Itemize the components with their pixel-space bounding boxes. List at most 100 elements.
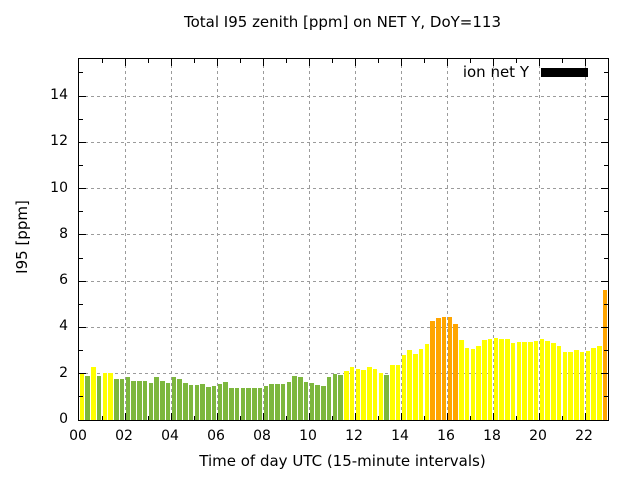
x-tick (561, 59, 563, 63)
y-tick-label: 4 (59, 318, 68, 335)
bar (418, 349, 424, 420)
bar (424, 344, 430, 420)
x-tick (216, 413, 218, 420)
bar (269, 384, 274, 420)
bar (562, 352, 568, 420)
y-tick (79, 141, 86, 143)
x-tick (193, 416, 195, 420)
bar (119, 378, 125, 420)
v-gridline (262, 59, 264, 420)
bar (217, 384, 223, 420)
x-tick (331, 416, 333, 420)
bar (579, 352, 585, 420)
bar (344, 370, 349, 420)
bar (574, 349, 579, 420)
bar (597, 345, 602, 420)
v-gridline (308, 59, 310, 420)
bar (275, 384, 280, 420)
x-tick (262, 413, 264, 420)
y-tick (604, 396, 608, 398)
h-gridline (79, 188, 608, 190)
y-tick (79, 72, 83, 74)
bar (338, 375, 343, 420)
x-tick (423, 59, 425, 63)
v-gridline (400, 59, 402, 420)
bar (229, 388, 234, 420)
bar (528, 342, 533, 420)
bar (378, 373, 384, 420)
v-gridline (216, 59, 218, 420)
bar (602, 289, 608, 420)
y-tick (79, 303, 83, 305)
bar (85, 376, 90, 420)
x-tick (308, 59, 310, 66)
bar (165, 382, 171, 420)
x-tick (584, 413, 586, 420)
bar (332, 374, 338, 420)
gridlines-layer (79, 59, 608, 420)
y-tick-label: 2 (59, 364, 68, 381)
x-tick (239, 416, 241, 420)
y-tick (79, 326, 86, 328)
bar (298, 376, 303, 420)
bar (349, 366, 355, 420)
y-tick (604, 211, 608, 213)
x-tick (515, 416, 517, 420)
bar (361, 369, 366, 420)
bar (280, 384, 286, 420)
bar (464, 347, 470, 420)
bar (171, 377, 177, 420)
bar (303, 381, 309, 420)
x-tick-label: 12 (345, 428, 363, 444)
bar (367, 366, 372, 420)
x-tick (538, 59, 540, 66)
x-tick (584, 59, 586, 66)
bar (102, 372, 108, 420)
y-tick (604, 118, 608, 120)
bar (326, 376, 332, 420)
bar (499, 339, 504, 420)
x-tick (124, 413, 126, 420)
x-tick (170, 413, 172, 420)
y-tick (601, 141, 608, 143)
y-tick (79, 257, 83, 259)
bar (315, 385, 320, 420)
bar (137, 381, 142, 420)
bar (436, 317, 441, 420)
bar (401, 354, 407, 420)
bar (183, 383, 188, 420)
bar (390, 365, 395, 420)
bar (154, 376, 159, 420)
x-tick-label: 18 (483, 428, 501, 444)
v-gridline (446, 59, 448, 420)
chart-title: Total I95 zenith [ppm] on NET Y, DoY=113 (183, 13, 501, 31)
bar (188, 384, 194, 420)
bar (200, 383, 205, 420)
bar (459, 339, 464, 420)
y-tick-label: 12 (50, 133, 68, 150)
bar (413, 353, 418, 420)
bar (568, 352, 573, 420)
x-tick (193, 59, 195, 63)
bar (108, 373, 113, 420)
axis-ticks-layer (79, 59, 608, 420)
x-tick (492, 413, 494, 420)
x-axis-title: Time of day UTC (15-minute intervals) (199, 452, 486, 470)
x-tick (170, 59, 172, 66)
bar (591, 348, 596, 420)
y-tick-label: 8 (59, 225, 68, 242)
x-tick (354, 59, 356, 66)
bar (321, 385, 326, 420)
bar (539, 339, 545, 420)
x-tick (400, 59, 402, 66)
bar (79, 372, 85, 420)
y-tick (601, 188, 608, 190)
x-tick-label: 10 (299, 428, 317, 444)
bar (252, 388, 257, 420)
y-tick (604, 164, 608, 166)
bar (447, 316, 453, 420)
y-tick (79, 396, 83, 398)
x-tick (492, 59, 494, 66)
bar (234, 387, 240, 420)
bar (556, 345, 562, 420)
